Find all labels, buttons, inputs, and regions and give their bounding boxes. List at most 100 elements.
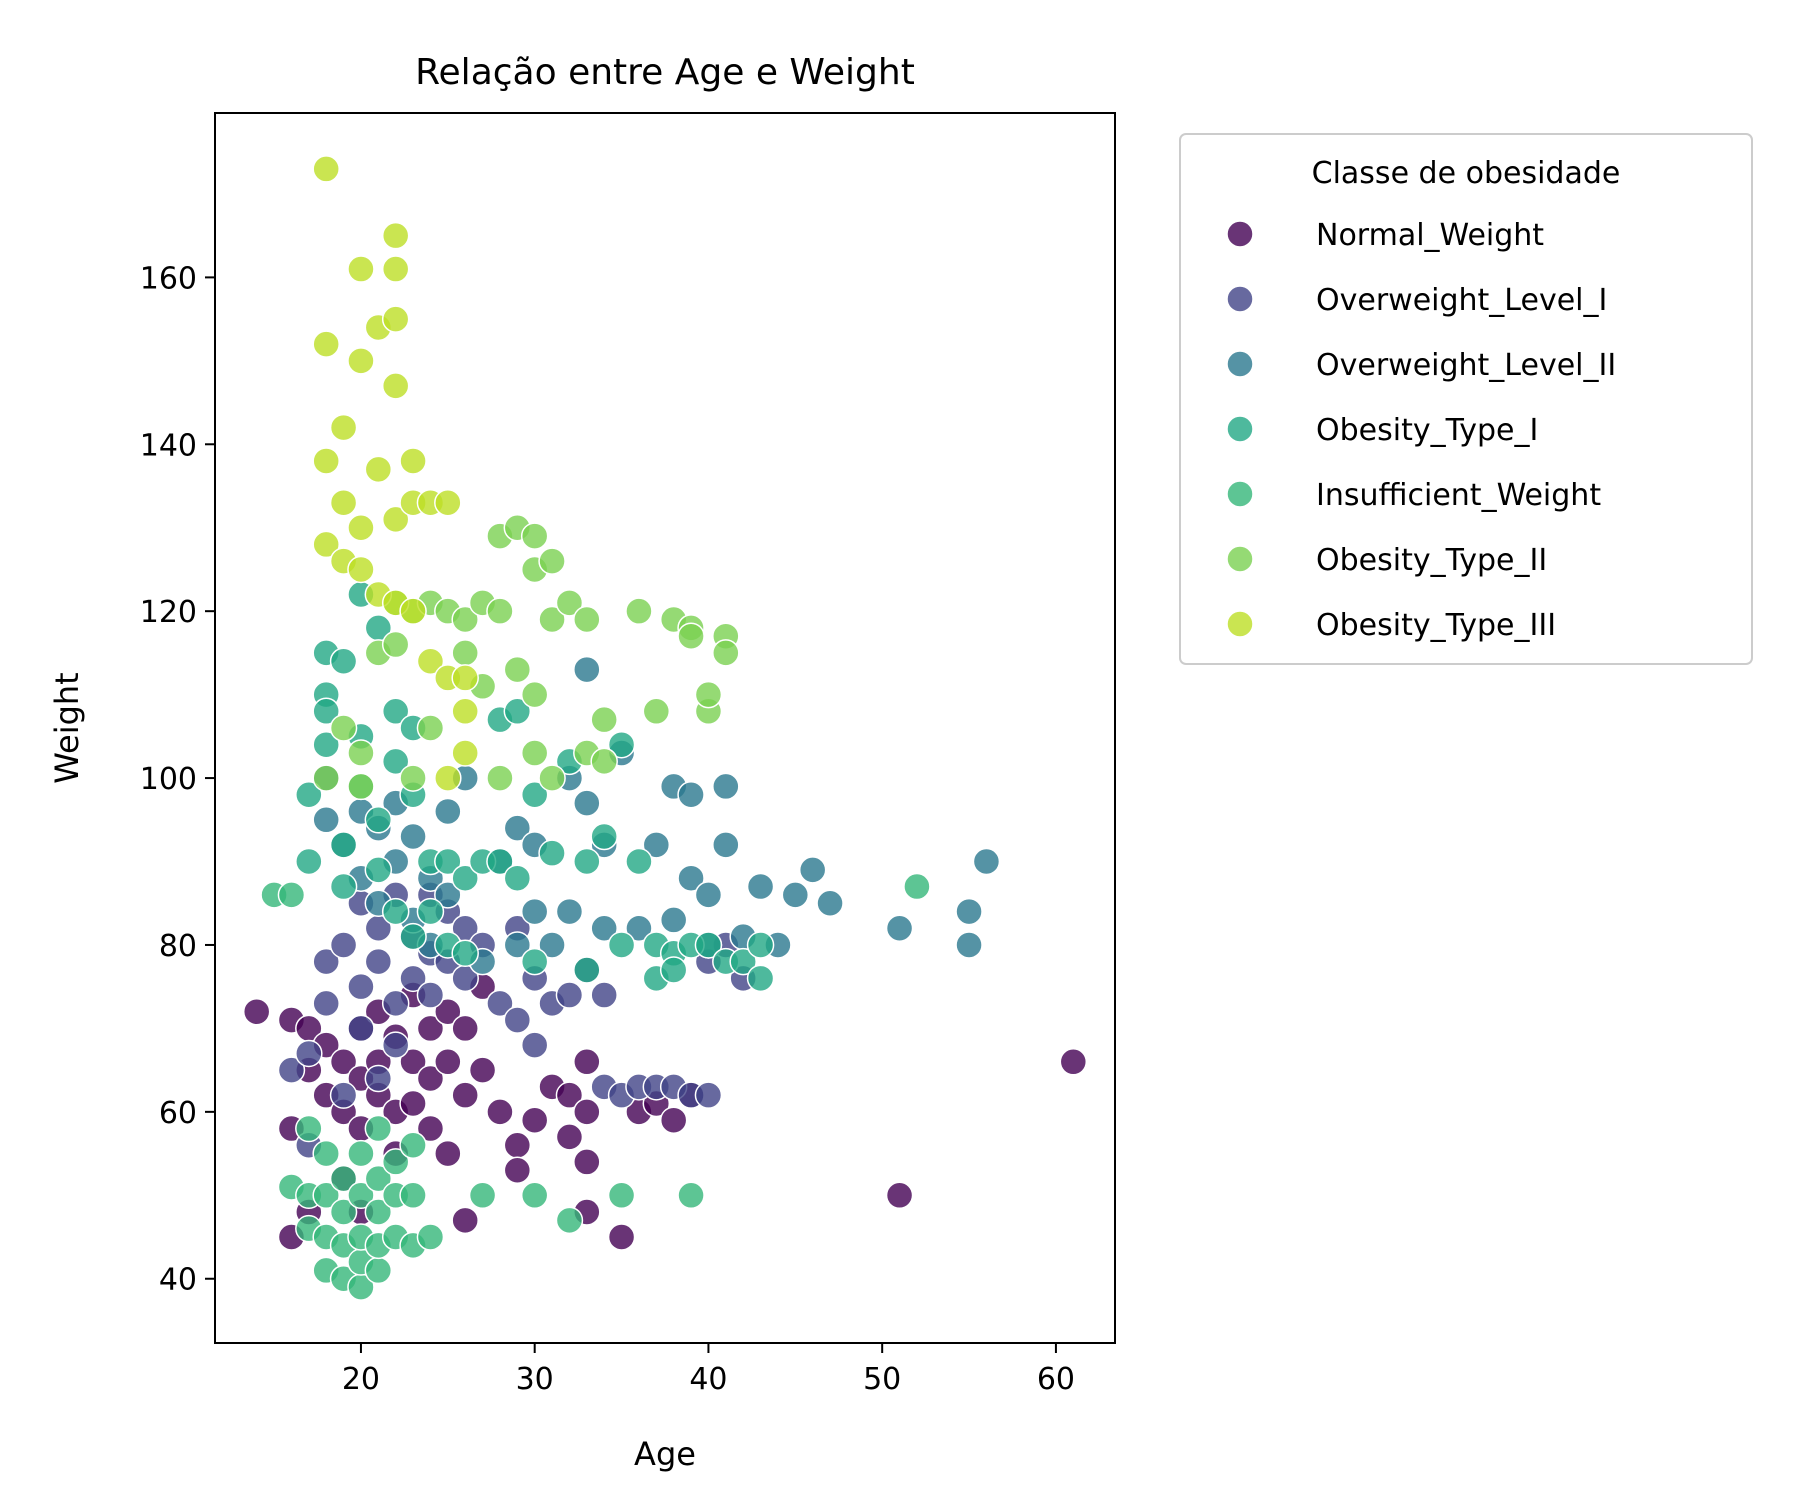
- data-point: [520, 947, 549, 976]
- data-point: [381, 897, 410, 926]
- series-obesity-type-iii: [312, 155, 479, 792]
- data-point: [677, 1181, 705, 1210]
- y-tick-label: 60: [159, 1096, 197, 1131]
- data-point: [329, 488, 358, 517]
- data-point: [746, 872, 775, 901]
- data-point: [399, 922, 427, 951]
- data-point: [555, 589, 584, 617]
- data-point: [312, 806, 340, 834]
- data-point: [416, 714, 445, 742]
- data-point: [434, 997, 462, 1026]
- x-axis: 20 30 40 50 60: [342, 1343, 1075, 1397]
- data-point: [416, 1114, 445, 1143]
- data-point: [434, 488, 462, 517]
- data-point: [364, 1064, 393, 1093]
- data-point: [451, 697, 479, 726]
- data-point: [816, 889, 844, 917]
- data-point: [590, 747, 618, 776]
- data-point: [312, 989, 340, 1018]
- data-point: [381, 747, 410, 776]
- legend-label: Obesity_Type_II: [1316, 543, 1547, 578]
- legend-items: Normal_Weight Overweight_Level_I Overweigh…: [1226, 218, 1616, 643]
- data-point: [677, 622, 705, 650]
- legend-marker: [1226, 285, 1254, 313]
- data-point: [416, 1014, 445, 1043]
- data-point: [381, 255, 410, 283]
- data-point: [573, 605, 601, 634]
- data-point: [399, 1181, 427, 1210]
- data-point: [555, 1206, 584, 1235]
- y-tick-label: 160: [140, 261, 197, 296]
- data-point: [295, 1039, 323, 1068]
- data-point: [694, 931, 723, 959]
- data-point: [503, 697, 532, 726]
- data-point: [659, 906, 688, 934]
- data-point: [364, 1198, 393, 1226]
- data-point: [729, 947, 757, 976]
- data-point: [329, 1081, 358, 1109]
- data-point: [607, 730, 636, 759]
- data-point: [277, 881, 306, 909]
- data-point: [434, 847, 462, 876]
- data-point: [590, 822, 618, 851]
- data-point: [885, 1181, 914, 1210]
- x-tick-label: 40: [689, 1362, 727, 1397]
- data-point: [416, 1064, 445, 1093]
- data-point: [712, 772, 740, 801]
- data-point: [381, 221, 410, 250]
- data-point: [451, 739, 479, 767]
- data-point: [486, 1098, 514, 1126]
- data-point: [573, 789, 601, 817]
- data-point: [798, 856, 827, 884]
- data-point: [625, 597, 653, 625]
- data-point: [746, 964, 775, 993]
- data-point: [381, 505, 410, 534]
- data-point: [503, 931, 532, 959]
- data-point: [347, 972, 375, 1001]
- data-point: [468, 1056, 497, 1084]
- data-point: [607, 1223, 636, 1251]
- data-point: [347, 555, 375, 584]
- data-point: [364, 947, 393, 976]
- data-point: [347, 513, 375, 542]
- data-point: [416, 897, 445, 926]
- y-tick-label: 120: [140, 595, 197, 630]
- data-point: [503, 655, 532, 684]
- data-point: [295, 847, 323, 876]
- data-point: [573, 1098, 601, 1126]
- legend-box: [1179, 133, 1753, 665]
- data-point: [295, 781, 323, 809]
- data-point: [712, 639, 740, 667]
- plot-frame: [214, 112, 1116, 1344]
- chart-title: Relação entre Age e Weight: [415, 52, 915, 93]
- data-point: [573, 655, 601, 684]
- data-point: [312, 447, 340, 475]
- data-point: [694, 881, 723, 909]
- y-tick-label: 80: [159, 929, 197, 964]
- data-point: [399, 1048, 427, 1076]
- data-point: [364, 806, 393, 834]
- data-point: [399, 964, 427, 993]
- data-point: [955, 931, 983, 959]
- legend: Classe de obesidade Normal_Weight Overwei…: [1179, 133, 1753, 665]
- data-point: [364, 1164, 393, 1193]
- data-point: [781, 881, 810, 909]
- data-point: [364, 455, 393, 484]
- data-point: [434, 797, 462, 826]
- data-point: [295, 1114, 323, 1143]
- data-point: [312, 1181, 340, 1210]
- data-point: [573, 1148, 601, 1176]
- data-point: [347, 772, 375, 801]
- data-point: [486, 989, 514, 1018]
- data-point: [434, 1139, 462, 1168]
- x-tick-label: 60: [1037, 1362, 1075, 1397]
- data-point: [746, 931, 775, 959]
- data-point: [555, 981, 584, 1009]
- legend-marker: [1226, 415, 1254, 443]
- data-point: [451, 664, 479, 692]
- data-point: [590, 981, 618, 1009]
- data-point: [486, 597, 514, 625]
- data-point: [538, 605, 566, 634]
- data-point: [590, 705, 618, 734]
